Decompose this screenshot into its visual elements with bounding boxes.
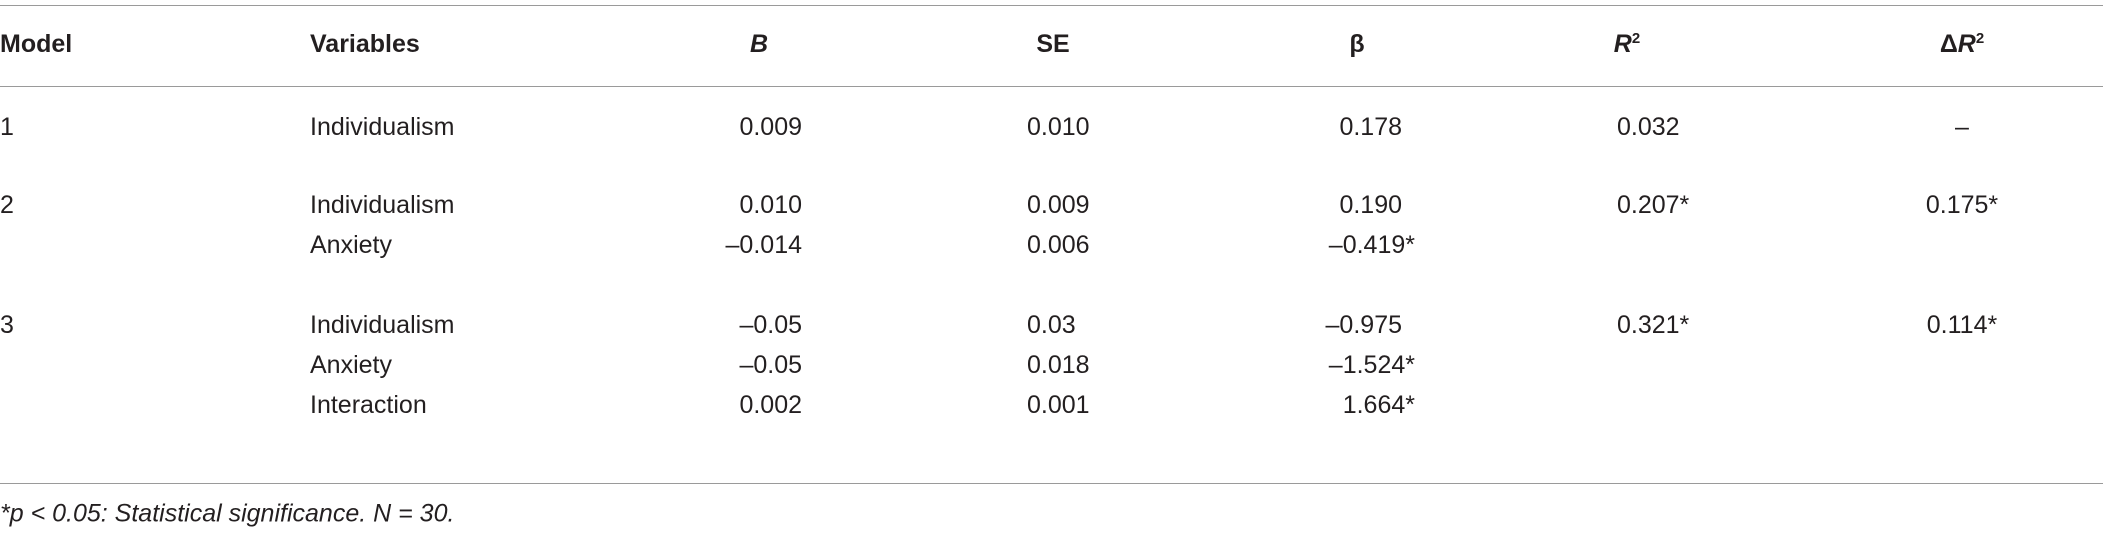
b-cell: –0.05 [739, 311, 802, 339]
variable-cell: Anxiety [310, 351, 392, 379]
delta-r2-cell: 0.175* [1925, 191, 1999, 219]
header-sup: 2 [1975, 30, 1985, 47]
r2-cell: 0.321* [1617, 311, 1690, 339]
b-cell: –0.014 [725, 231, 802, 259]
r2-cell: 0.207* [1617, 191, 1690, 219]
table-note: *p < 0.05: Statistical significance. N =… [0, 499, 455, 528]
beta-cell: 1.664* [1342, 391, 1415, 419]
header-text: R [1613, 30, 1632, 58]
header-cell: SE [1036, 29, 1069, 59]
variable-cell: Interaction [310, 391, 427, 419]
header-cell: B [750, 29, 768, 59]
se-cell: 0.001 [1027, 391, 1090, 419]
se-cell: 0.006 [1027, 231, 1090, 259]
variable-cell: Individualism [310, 113, 455, 141]
header-cell: ΔR2 [1940, 29, 1984, 59]
header-cell: Variables [310, 29, 420, 59]
header-cell: β [1349, 29, 1364, 59]
header-cell: R2 [1614, 29, 1640, 59]
model-cell: 2 [0, 191, 14, 219]
se-cell: 0.009 [1027, 191, 1090, 219]
header-text: Variables [310, 30, 420, 58]
se-cell: 0.018 [1027, 351, 1090, 379]
bottom-rule [0, 483, 2103, 484]
header-text: β [1349, 30, 1365, 58]
variable-cell: Individualism [310, 191, 455, 219]
variable-cell: Individualism [310, 311, 455, 339]
beta-cell: 0.190 [1339, 191, 1402, 219]
beta-cell: –0.975 [1325, 311, 1402, 339]
model-cell: 3 [0, 311, 14, 339]
model-cell: 1 [0, 113, 14, 141]
r2-cell: 0.032 [1617, 113, 1680, 141]
b-cell: 0.002 [739, 391, 802, 419]
beta-cell: 0.178 [1339, 113, 1402, 141]
header-sup: 2 [1631, 30, 1641, 47]
se-cell: 0.010 [1027, 113, 1090, 141]
b-cell: 0.009 [739, 113, 802, 141]
b-cell: 0.010 [739, 191, 802, 219]
beta-cell: –0.419* [1328, 231, 1415, 259]
header-text: SE [1036, 30, 1070, 58]
header-prefix: Δ [1939, 30, 1958, 58]
header-text: R [1957, 30, 1976, 58]
top-rule [0, 5, 2103, 6]
delta-r2-cell: 0.114* [1926, 311, 1998, 339]
header-cell: Model [0, 29, 72, 59]
header-text: Model [0, 30, 73, 58]
se-cell: 0.03 [1027, 311, 1076, 339]
header-rule [0, 86, 2103, 87]
b-cell: –0.05 [739, 351, 802, 379]
header-text: B [749, 30, 769, 58]
beta-cell: –1.524* [1328, 351, 1415, 379]
delta-r2-cell: – [1955, 113, 1969, 141]
variable-cell: Anxiety [310, 231, 392, 259]
